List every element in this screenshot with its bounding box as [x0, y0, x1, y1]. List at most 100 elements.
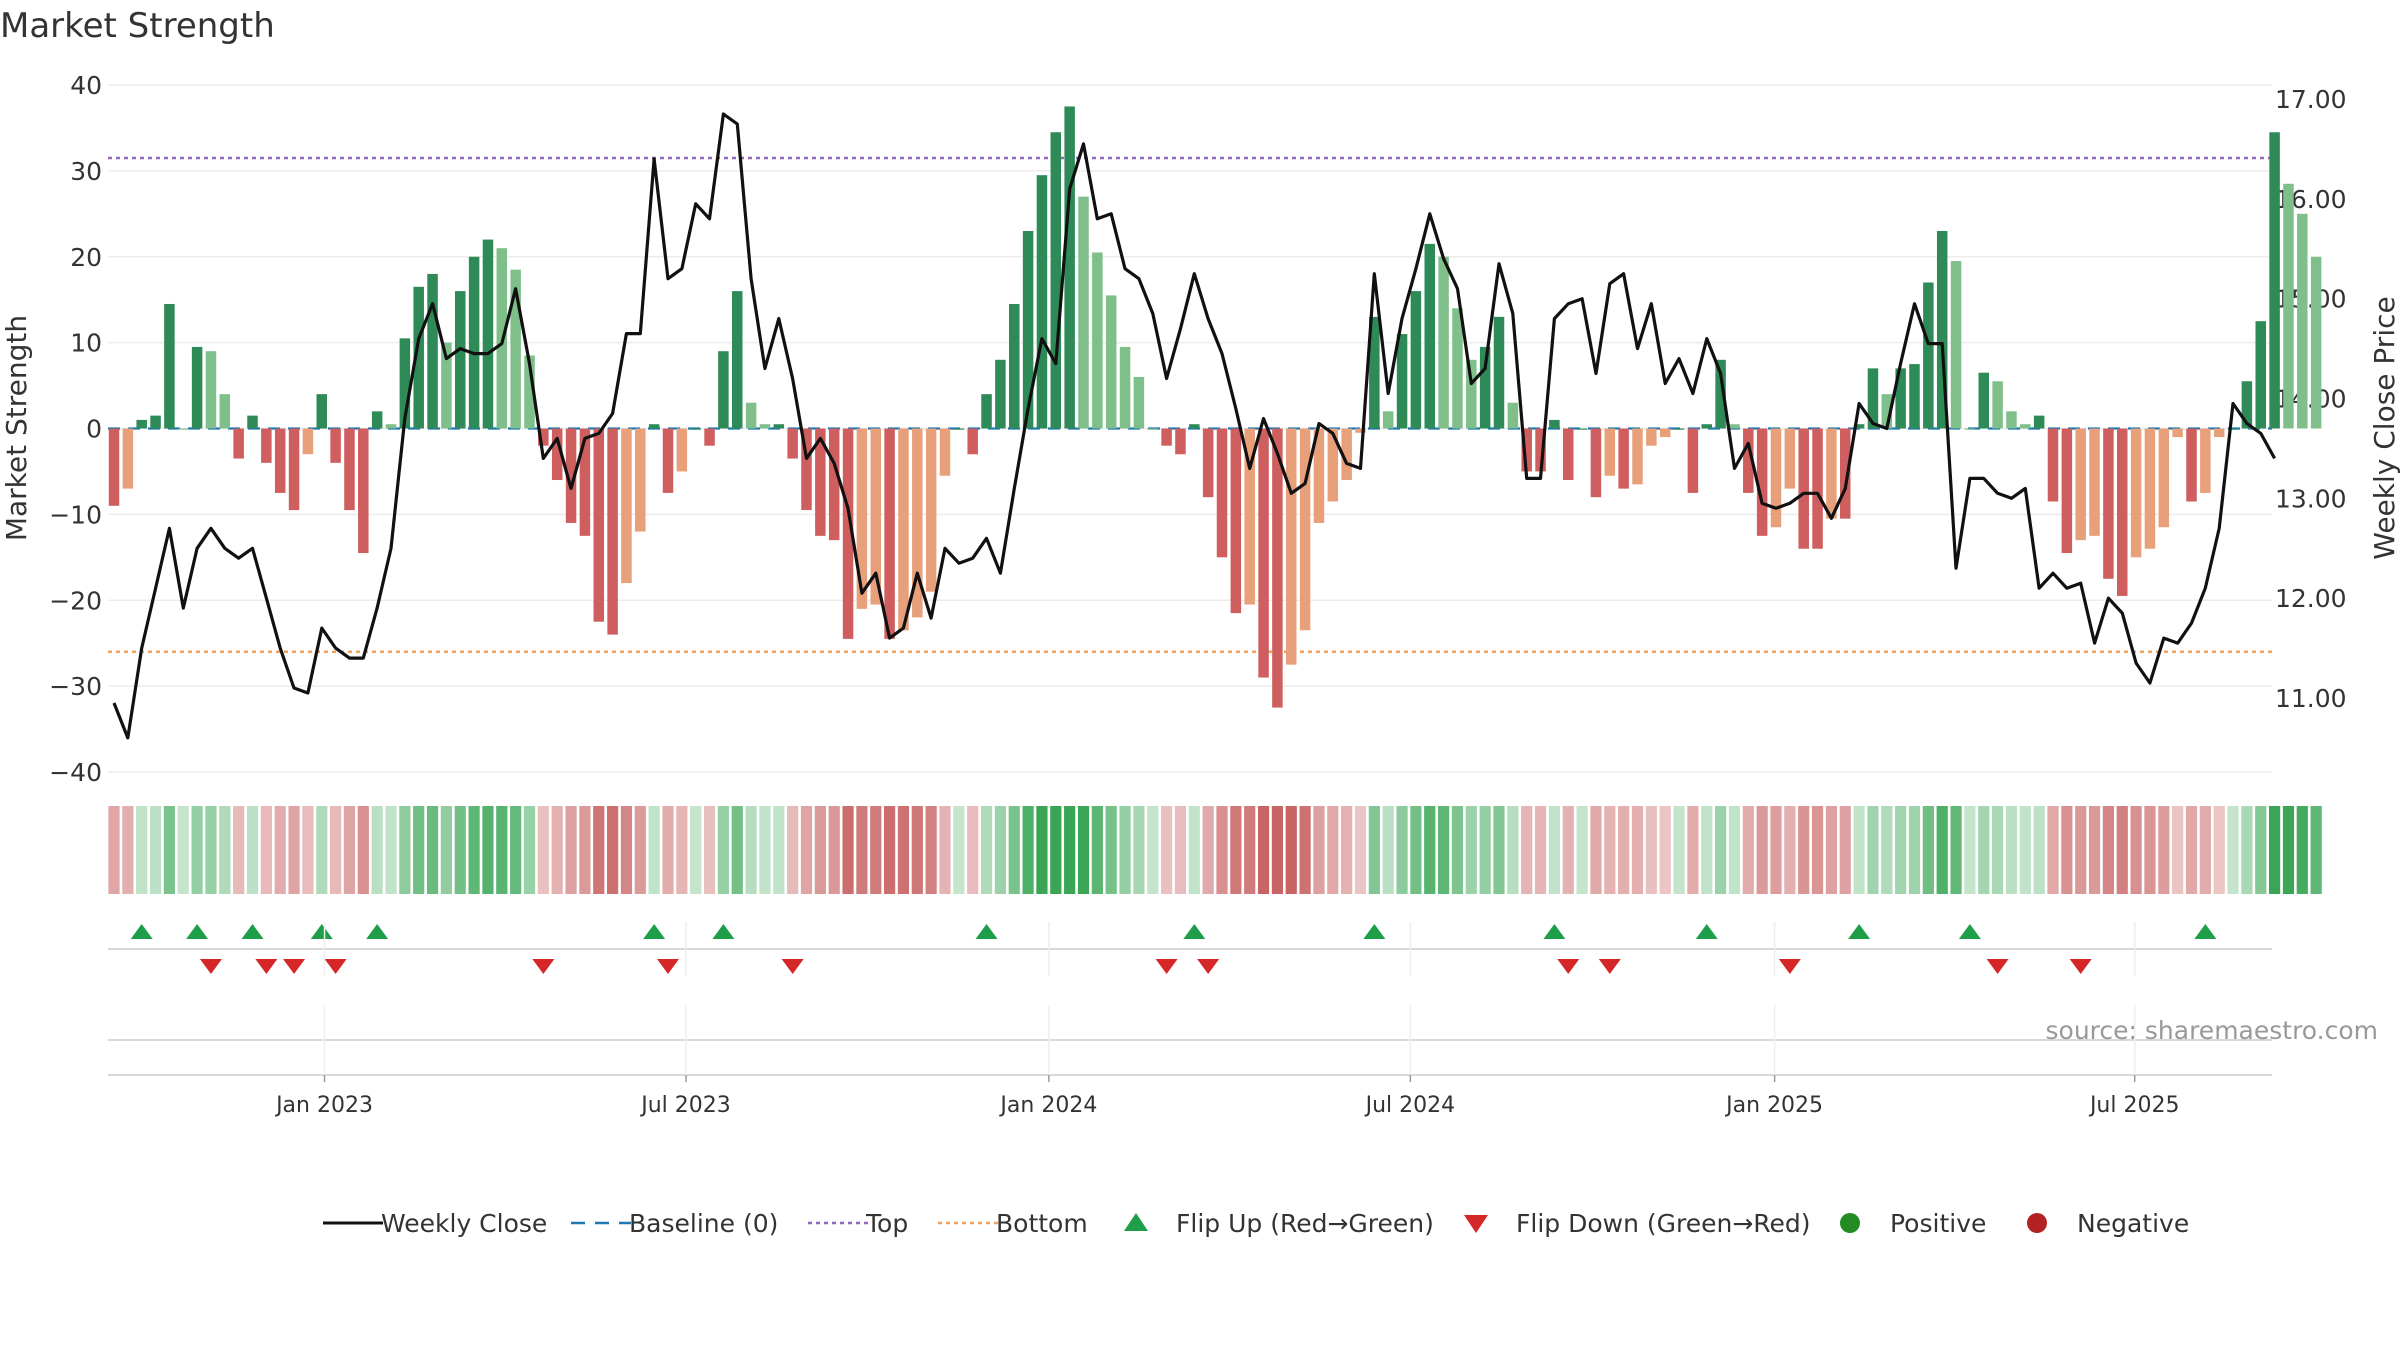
strength-bar — [662, 428, 674, 493]
heat-cell — [1410, 806, 1422, 894]
strength-bar — [2158, 428, 2170, 528]
strength-bar — [482, 239, 494, 429]
strength-bar — [1729, 424, 1740, 429]
strength-bar — [261, 428, 272, 463]
heat-cell — [233, 806, 245, 894]
heat-cell — [593, 806, 605, 894]
heat-cell — [897, 806, 910, 894]
heat-cell — [870, 806, 882, 894]
y-axis-ticks: 40 30 20 10 0 −10 −20 −30 −40 — [49, 71, 102, 787]
x-tick-label: Jul 2025 — [2088, 1093, 2180, 1118]
strength-bar — [399, 338, 411, 429]
heat-cell — [994, 806, 1006, 894]
heat-cell — [1548, 806, 1560, 894]
heat-cell — [177, 806, 189, 894]
heat-cell — [288, 806, 300, 894]
y-tick-label: −30 — [49, 672, 102, 701]
heat-cell — [676, 806, 688, 894]
heat-cell — [1396, 806, 1408, 894]
flip-up-marker — [186, 924, 209, 939]
y-tick-label: 0 — [86, 415, 102, 444]
heat-cell — [620, 806, 633, 894]
strength-bar — [1521, 428, 1532, 472]
y2-axis-label: Weekly Close Price — [2368, 296, 2400, 559]
strength-bar — [1743, 428, 1754, 493]
strength-bar — [1396, 334, 1408, 429]
heat-cell — [814, 806, 826, 894]
strength-bar — [427, 273, 438, 429]
heat-cell — [1950, 806, 1962, 894]
heat-cell — [1978, 806, 1990, 894]
strength-bar — [551, 428, 563, 481]
heat-cell — [1119, 806, 1131, 894]
heat-cell — [1521, 806, 1533, 894]
heat-cell — [1770, 806, 1782, 894]
strength-bar — [2144, 428, 2156, 549]
strength-bar — [939, 428, 951, 476]
heat-cell — [1881, 806, 1893, 894]
strength-bar — [1189, 424, 1200, 429]
heat-cell — [1216, 806, 1228, 894]
heat-cell — [703, 806, 716, 894]
heat-cell — [1992, 806, 2004, 894]
strength-bar — [898, 428, 909, 631]
heat-cell — [1341, 806, 1353, 894]
strength-bar — [2310, 256, 2322, 429]
strength-bar — [1590, 428, 1602, 498]
x-tick-label: Jan 2025 — [1724, 1093, 1823, 1118]
strength-bar — [191, 346, 203, 429]
heat-cell — [1479, 806, 1491, 894]
heat-cell — [717, 806, 729, 894]
strength-bar — [1618, 428, 1629, 489]
legend-triangle-up-icon — [1124, 1213, 1148, 1231]
heat-cell — [1811, 806, 1824, 894]
strength-bar — [1382, 411, 1394, 429]
heat-cell — [1230, 806, 1242, 894]
heat-cell — [2269, 806, 2281, 894]
y-tick-label: 20 — [70, 243, 102, 272]
x-tick-label: Jul 2023 — [639, 1093, 731, 1118]
strength-bar — [1202, 428, 1214, 498]
strength-bar — [912, 428, 923, 618]
heat-cell — [1728, 806, 1741, 894]
strength-bar — [468, 256, 480, 429]
legend-dot-icon — [1840, 1213, 1860, 1233]
strength-bar — [1895, 368, 1906, 429]
strength-bar — [745, 402, 757, 429]
heat-cell — [1922, 806, 1934, 894]
strength-bar — [953, 428, 965, 430]
heat-cell — [579, 806, 591, 894]
strength-bar — [1327, 428, 1339, 502]
heat-cell — [2130, 806, 2142, 894]
strength-bar — [136, 419, 147, 429]
heat-cell — [454, 806, 466, 894]
strength-bar — [801, 428, 812, 511]
flip-down-marker — [324, 959, 347, 974]
strength-bar — [593, 428, 604, 622]
strength-bar — [607, 428, 618, 635]
strength-bar — [510, 269, 521, 429]
strength-bar — [1923, 282, 1934, 429]
strength-bar — [1535, 428, 1546, 472]
x-axis: Jan 2023 Jul 2023 Jan 2024 Jul 2024 Jan 2025… — [108, 922, 2272, 1118]
heat-cell — [1562, 806, 1574, 894]
strength-bar — [732, 291, 743, 429]
heat-cell — [1022, 806, 1034, 894]
strength-bar — [1092, 252, 1103, 429]
legend-triangle-down-icon — [1464, 1215, 1488, 1233]
heat-cell — [828, 806, 840, 894]
strength-bar — [233, 428, 244, 459]
strength-bar — [676, 428, 688, 472]
strength-bar — [759, 424, 771, 429]
strength-bar — [1258, 428, 1269, 678]
flip-up-marker — [1183, 924, 1206, 939]
strength-bar — [1992, 381, 2003, 429]
heat-cell — [2241, 806, 2253, 894]
strength-bar — [1161, 428, 1172, 446]
heat-cell — [302, 806, 314, 894]
strength-bar — [1715, 359, 1726, 429]
strength-bar — [2006, 411, 2017, 429]
strength-bar — [2020, 424, 2031, 429]
x-tick-label: Jul 2024 — [1364, 1093, 1456, 1118]
heat-cell — [2102, 806, 2114, 894]
